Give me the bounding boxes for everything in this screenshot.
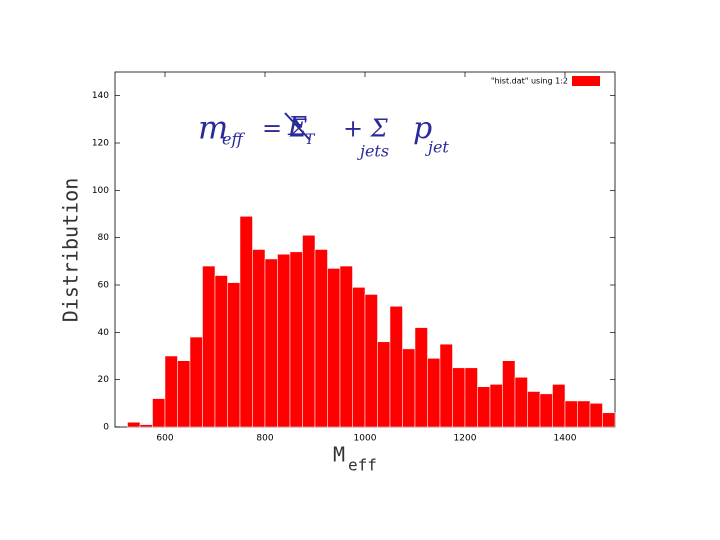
- bar: [314, 249, 328, 428]
- bar: [477, 386, 491, 428]
- annotation: jet: [425, 138, 449, 157]
- bar: [377, 341, 391, 428]
- bar: [264, 258, 278, 428]
- bar: [302, 235, 316, 428]
- bar: [364, 294, 378, 428]
- bar: [289, 251, 303, 428]
- annotation: jets: [357, 142, 389, 161]
- bar: [589, 403, 603, 428]
- bar: [514, 377, 528, 428]
- bar: [602, 412, 616, 428]
- bar: [127, 422, 141, 428]
- bar: [252, 249, 266, 428]
- bar: [539, 393, 553, 428]
- bar: [414, 327, 428, 428]
- bar: [502, 360, 516, 428]
- bar: [402, 348, 416, 428]
- x-axis-label: M: [333, 443, 345, 467]
- strike: [284, 112, 311, 141]
- bar: [352, 287, 366, 428]
- bar: [452, 367, 466, 428]
- bar: [439, 343, 453, 428]
- x-tick-label: 1200: [454, 434, 477, 444]
- bar: [389, 306, 403, 428]
- x-axis-label-sub: eff: [348, 456, 377, 475]
- y-tick-label: 140: [92, 91, 109, 101]
- x-tick-label: 600: [156, 434, 173, 444]
- y-tick-label: 120: [92, 139, 109, 149]
- bar: [189, 336, 203, 428]
- annotation: eff: [222, 130, 245, 149]
- annotation: p: [413, 111, 432, 146]
- bar: [464, 367, 478, 428]
- bar: [239, 216, 253, 428]
- x-tick-label: 1000: [354, 434, 377, 444]
- y-tick-label: 60: [98, 281, 110, 291]
- annotation: = Σ: [262, 115, 308, 143]
- bar: [427, 358, 441, 428]
- y-tick-label: 40: [98, 328, 110, 338]
- y-axis-label: Distribution: [59, 178, 83, 323]
- bar: [202, 265, 216, 428]
- bar: [552, 384, 566, 428]
- annotation: T: [305, 132, 316, 148]
- bar: [577, 400, 591, 428]
- bar: [277, 253, 291, 428]
- y-tick-label: 80: [98, 233, 110, 243]
- bar: [327, 268, 341, 428]
- y-tick-label: 0: [103, 423, 109, 433]
- y-tick-label: 100: [92, 186, 109, 196]
- x-tick-label: 1400: [554, 434, 577, 444]
- bar: [139, 424, 153, 428]
- annotation: E: [287, 112, 307, 142]
- bar: [339, 265, 353, 428]
- legend-label: "hist.dat" using 1:2: [491, 77, 568, 86]
- bar: [527, 391, 541, 428]
- bar: [489, 384, 503, 428]
- bar: [152, 398, 166, 428]
- bar: [564, 400, 578, 428]
- bar: [177, 360, 191, 428]
- x-tick-label: 800: [256, 434, 273, 444]
- y-tick-label: 20: [98, 375, 110, 385]
- bar: [164, 355, 178, 428]
- legend-swatch: [572, 76, 600, 86]
- annotation: m: [198, 109, 228, 147]
- annotation: + Σ: [343, 115, 389, 143]
- bar: [227, 282, 241, 428]
- bar: [214, 275, 228, 428]
